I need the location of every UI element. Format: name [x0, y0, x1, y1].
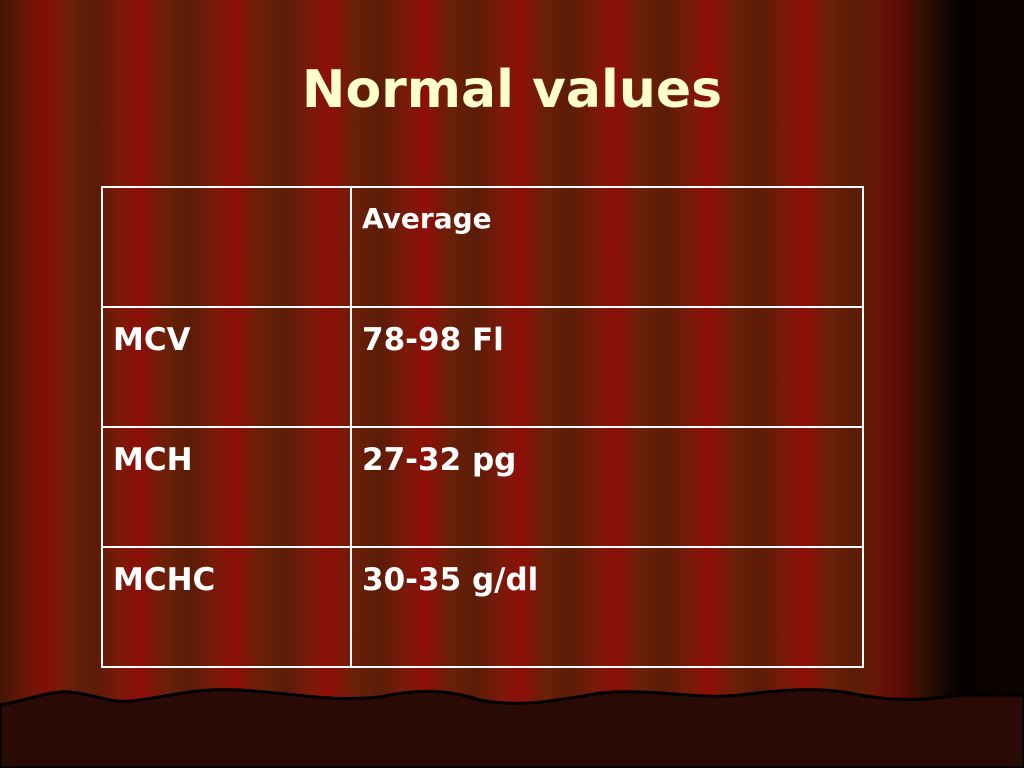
table-cell: 78-98 Fl [350, 306, 864, 428]
table-cell: MCH [101, 426, 352, 548]
table-cell: 27-32 pg [350, 426, 864, 548]
header-cell: Average [350, 186, 864, 308]
table-cell: 30-35 g/dl [350, 546, 864, 668]
header-cell [101, 186, 352, 308]
table-cell: MCHC [101, 546, 352, 668]
curtain-hem-shape [0, 688, 1024, 768]
table-row: MCH 27-32 pg [101, 426, 864, 548]
slide-title: Normal values [301, 60, 723, 120]
table-row: MCV 78-98 Fl [101, 306, 864, 428]
values-table: Average MCV 78-98 Fl MCH 27-32 pg MCHC 3… [101, 186, 864, 668]
table-cell: MCV [101, 306, 352, 428]
table-row: MCHC 30-35 g/dl [101, 546, 864, 668]
header-row: Average [101, 186, 864, 308]
